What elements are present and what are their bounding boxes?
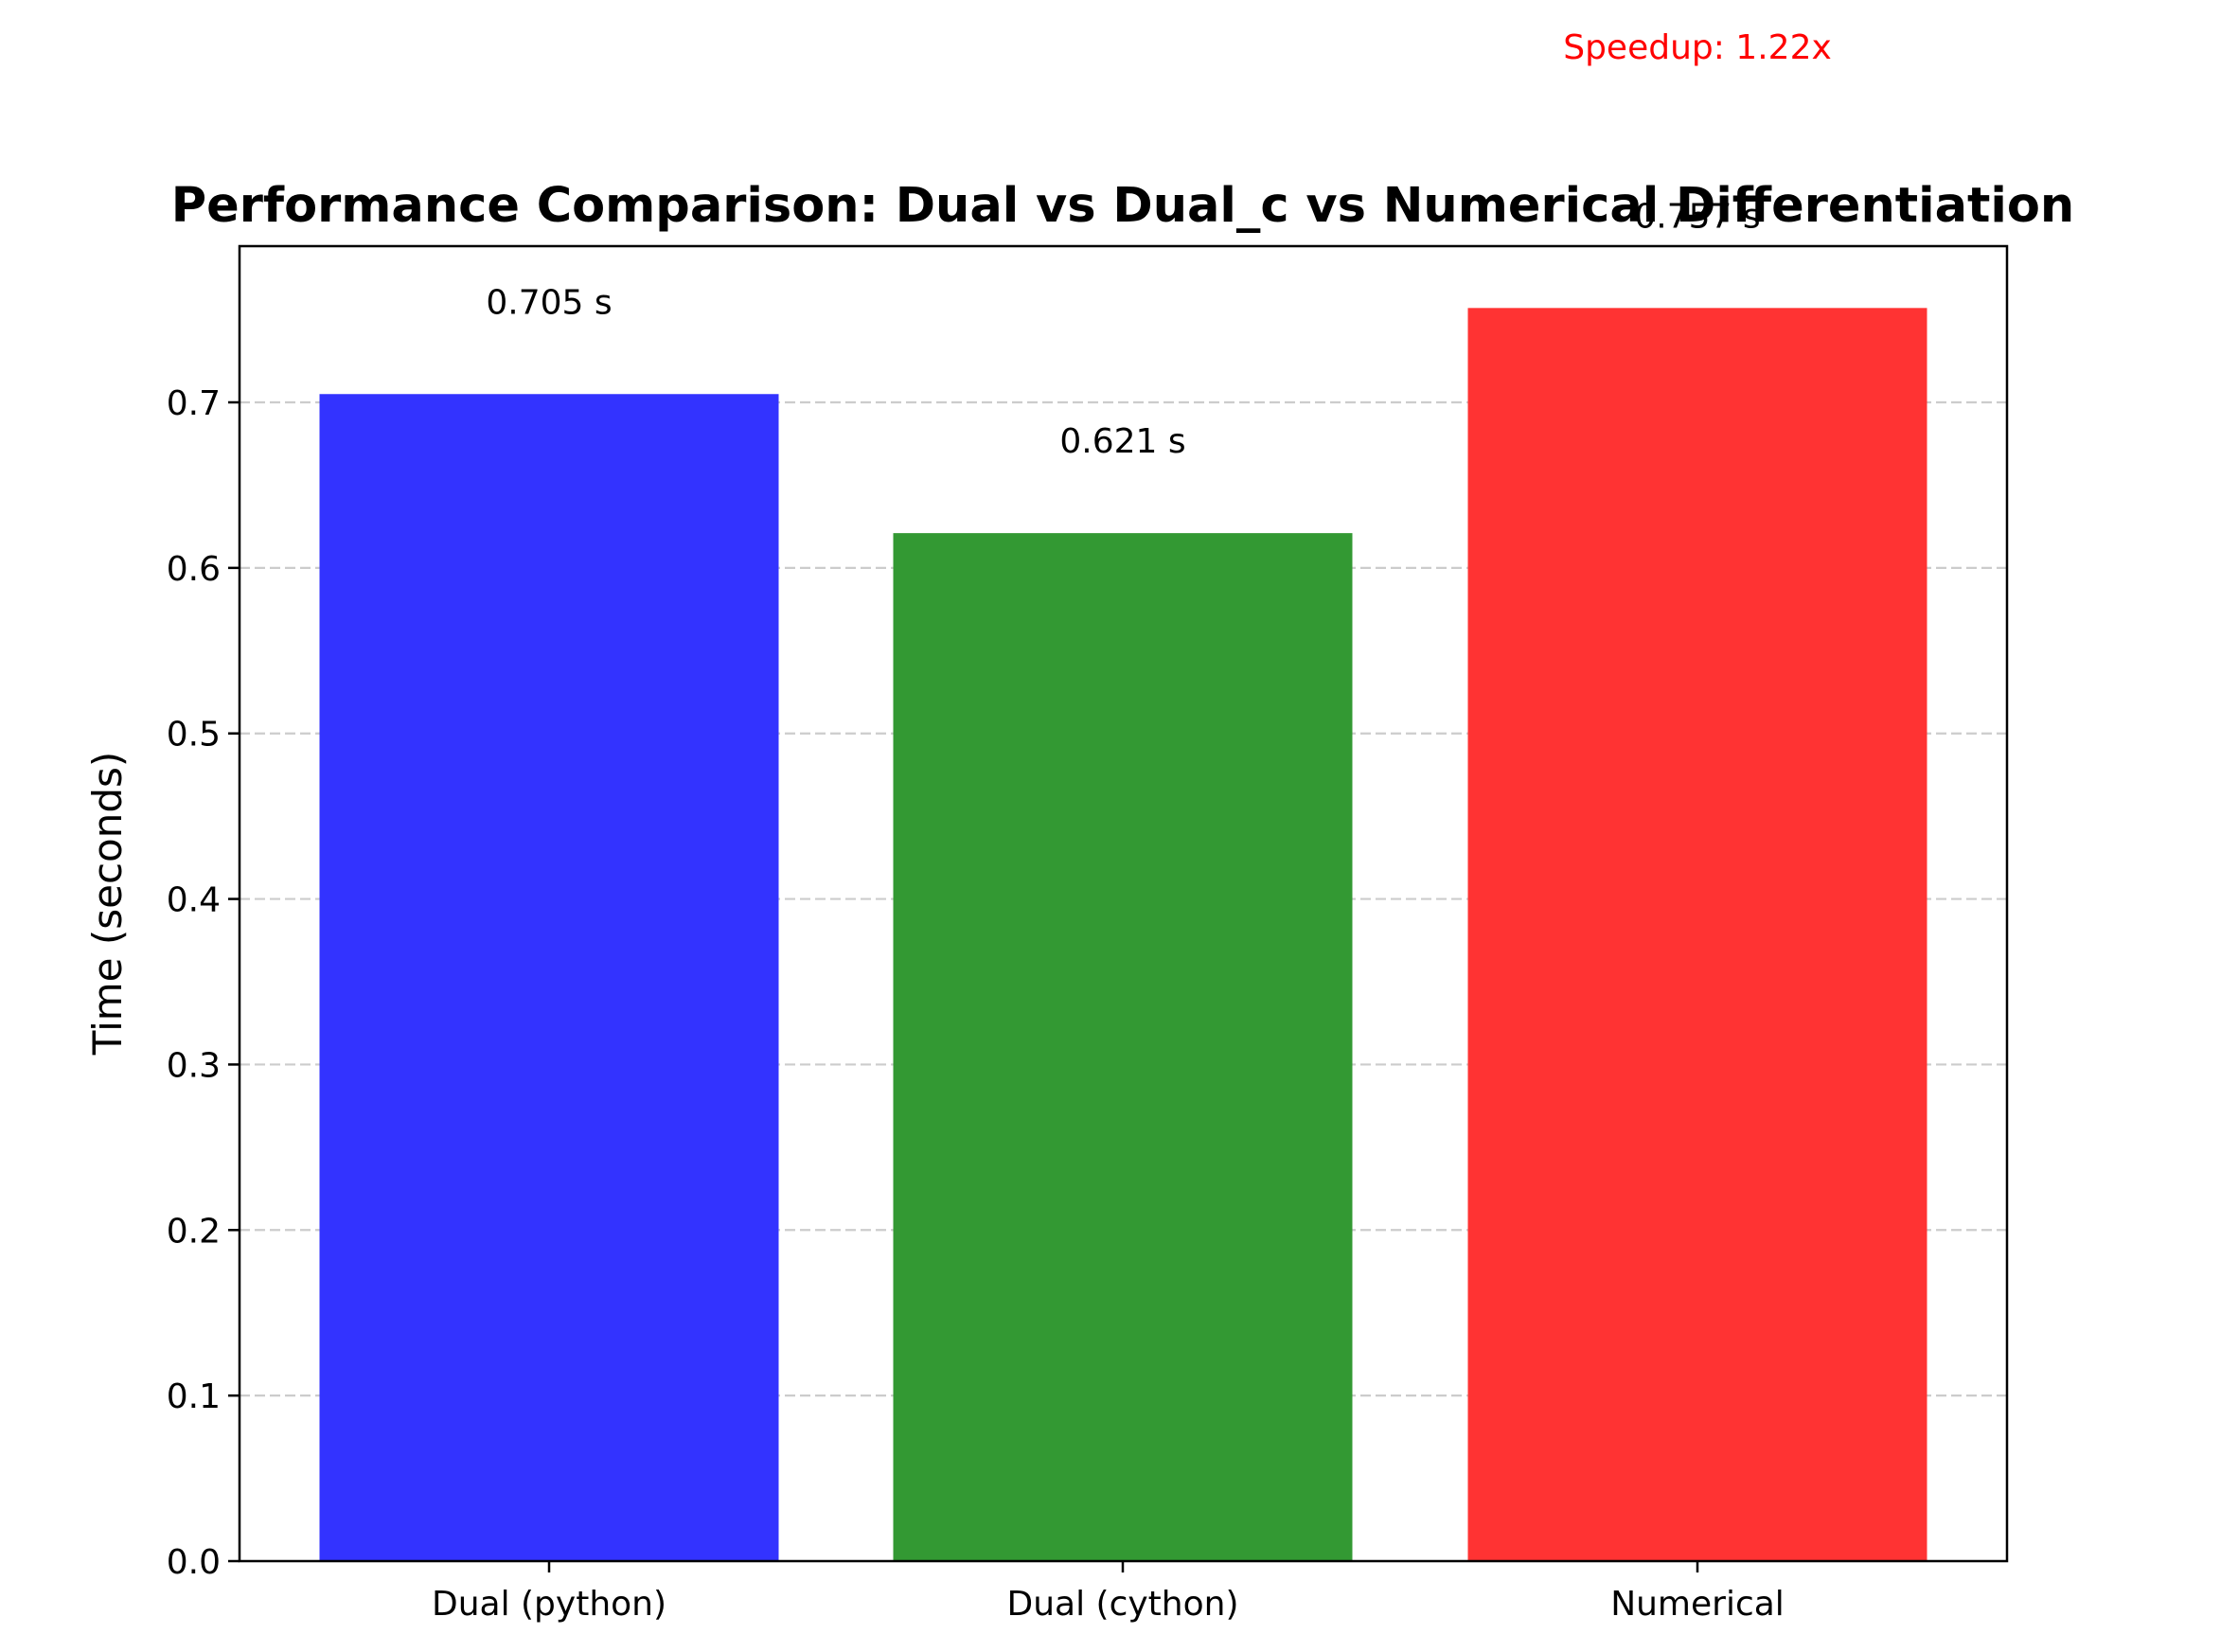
x-axis-ticks: Dual (python) Dual (cython) Numerical xyxy=(432,1561,1785,1624)
y-tick-label: 0.0 xyxy=(167,1543,221,1582)
bar xyxy=(893,533,1353,1561)
chart-title: Performance Comparison: Dual vs Dual_c v… xyxy=(171,178,2074,234)
value-label: 0.705 s xyxy=(486,283,612,322)
y-tick-label: 0.7 xyxy=(167,384,221,423)
y-axis-ticks: 0.0 0.1 0.2 0.3 0.4 0.5 0.6 0.7 xyxy=(167,384,240,1582)
x-tick-label: Numerical xyxy=(1610,1585,1785,1624)
value-labels: 0.705 s 0.621 s 0.757 s xyxy=(486,197,1760,461)
value-label: 0.621 s xyxy=(1059,422,1185,461)
y-tick-label: 0.3 xyxy=(167,1046,221,1085)
y-tick-label: 0.6 xyxy=(167,550,221,589)
speedup-annotation: Speedup: 1.22x xyxy=(1563,28,1832,67)
y-tick-label: 0.4 xyxy=(167,881,221,920)
bar xyxy=(319,394,779,1562)
bars xyxy=(319,308,1927,1562)
value-label: 0.757 s xyxy=(1634,197,1760,236)
y-tick-label: 0.2 xyxy=(167,1212,221,1251)
y-tick-label: 0.5 xyxy=(167,716,221,755)
x-tick-label: Dual (cython) xyxy=(1006,1585,1238,1624)
bar xyxy=(1467,308,1927,1561)
y-axis-label: Time (seconds) xyxy=(84,752,131,1057)
x-tick-label: Dual (python) xyxy=(432,1585,666,1624)
y-tick-label: 0.1 xyxy=(167,1377,221,1416)
